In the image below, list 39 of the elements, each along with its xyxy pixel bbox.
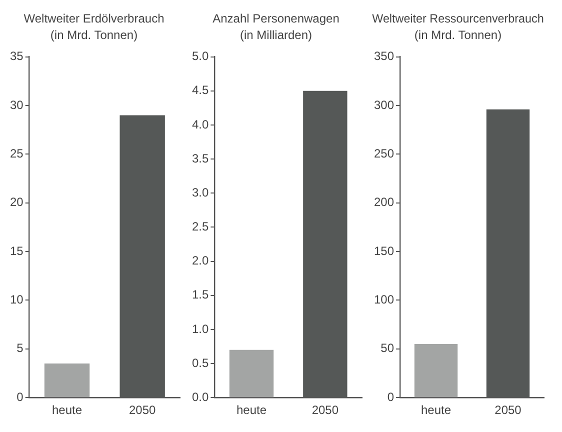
chart-subtitle: (in Mrd. Tonnen) — [414, 28, 502, 42]
y-tick-label: 0 — [16, 390, 24, 404]
y-tick-label: 10 — [10, 292, 24, 307]
y-tick-label: 4.0 — [192, 117, 209, 132]
chart-title: Anzahl Personenwagen — [212, 12, 340, 26]
y-tick-label: 2.0 — [192, 254, 209, 268]
y-tick-label: 30 — [10, 98, 24, 112]
y-tick-label: 15 — [10, 244, 24, 258]
y-tick-label: 2.5 — [192, 220, 209, 234]
x-tick-label: heute — [52, 403, 82, 418]
y-tick-label: 1.5 — [192, 288, 209, 302]
y-tick-label: 5 — [16, 341, 24, 356]
y-tick-label: 1.0 — [192, 322, 209, 336]
x-tick-label: 2050 — [494, 403, 522, 418]
y-tick-label: 200 — [374, 195, 394, 210]
y-tick-label: 35 — [10, 49, 24, 64]
x-tick-label: heute — [421, 403, 452, 418]
y-tick-label: 0 — [387, 390, 394, 404]
y-tick-label: 20 — [10, 195, 24, 210]
y-tick-label: 3.5 — [192, 151, 209, 166]
y-tick-label: 0.5 — [192, 356, 209, 370]
y-tick-label: 25 — [10, 146, 24, 160]
y-tick-label: 50 — [380, 341, 394, 356]
y-tick-label: 250 — [374, 146, 394, 160]
y-tick-label: 350 — [374, 49, 394, 64]
y-tick-label: 150 — [374, 244, 394, 258]
chart-subtitle: (in Mrd. Tonnen) — [50, 28, 138, 42]
x-tick-label: 2050 — [128, 403, 156, 418]
chart-subtitle: (in Milliarden) — [240, 28, 312, 42]
y-tick-label: 300 — [374, 98, 394, 112]
y-tick-label: 3.0 — [192, 185, 209, 200]
y-tick-label: 100 — [374, 292, 394, 307]
chart-title: Weltweiter Erdölverbrauch — [24, 12, 164, 26]
x-tick-label: 2050 — [312, 403, 339, 418]
x-tick-label: heute — [236, 403, 267, 418]
chart-title: Weltweiter Ressourcenverbrauch — [372, 11, 544, 26]
y-tick-label: 4.5 — [192, 83, 209, 98]
y-tick-label: 0.0 — [192, 390, 209, 404]
y-tick-label: 5.0 — [192, 49, 209, 64]
